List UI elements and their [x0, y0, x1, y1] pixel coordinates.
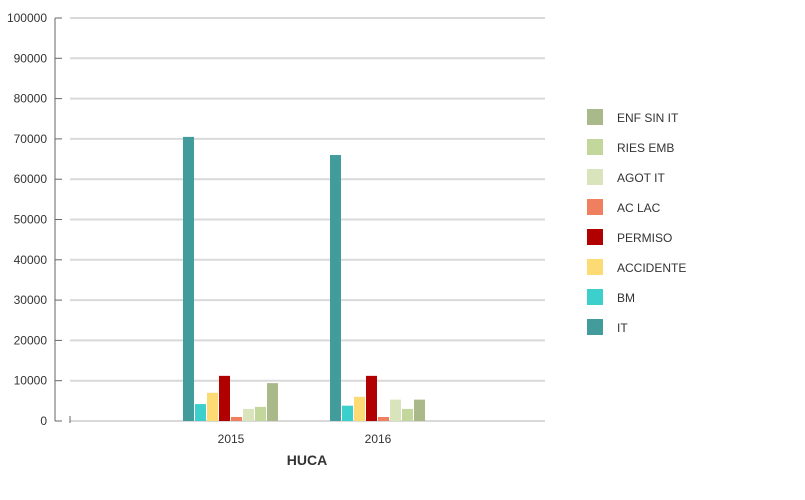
y-tick-label: 0: [40, 414, 47, 428]
legend-label: BM: [617, 291, 635, 305]
y-tick-label: 80000: [14, 92, 48, 106]
bar-it-2015: [183, 136, 194, 421]
legend-swatch: [587, 319, 603, 335]
legend-swatch: [587, 229, 603, 245]
y-tick-label: 40000: [14, 253, 48, 267]
bar-ries-emb-2016: [402, 408, 413, 421]
y-tick-label: 90000: [14, 51, 48, 65]
x-tick-label: 2015: [218, 432, 245, 446]
bar-ac-lac-2016: [378, 416, 389, 421]
legend-swatch: [587, 109, 603, 125]
y-tick-label: 10000: [14, 374, 48, 388]
bar-agot-it-2016: [390, 399, 401, 421]
legend-swatch: [587, 169, 603, 185]
legend-label: AC LAC: [617, 201, 661, 215]
bar-enf-sin-it-2016: [414, 399, 425, 421]
legend-swatch: [587, 259, 603, 275]
bar-it-2016: [330, 155, 341, 421]
bar-agot-it-2015: [243, 408, 254, 421]
y-tick-label: 70000: [14, 132, 48, 146]
legend-label: IT: [617, 321, 628, 335]
y-tick-label: 100000: [7, 11, 47, 25]
legend-label: RIES EMB: [617, 141, 674, 155]
x-axis-title: HUCA: [287, 452, 327, 468]
x-tick-label: 2016: [365, 432, 392, 446]
bar-accidente-2016: [354, 396, 365, 421]
bar-ries-emb-2015: [255, 406, 266, 421]
bar-permiso-2016: [366, 375, 377, 421]
bar-accidente-2015: [207, 392, 218, 421]
legend-label: ACCIDENTE: [617, 261, 686, 275]
y-tick-label: 50000: [14, 213, 48, 227]
bar-enf-sin-it-2015: [267, 383, 278, 421]
legend-label: AGOT IT: [617, 171, 665, 185]
bar-bm-2015: [195, 404, 206, 421]
bar-ac-lac-2015: [231, 416, 242, 421]
y-tick-label: 60000: [14, 172, 48, 186]
y-tick-label: 30000: [14, 293, 48, 307]
legend-swatch: [587, 289, 603, 305]
legend-swatch: [587, 139, 603, 155]
y-tick-label: 20000: [14, 333, 48, 347]
legend-swatch: [587, 199, 603, 215]
bar-bm-2016: [342, 405, 353, 421]
legend-label: PERMISO: [617, 231, 672, 245]
legend-label: ENF SIN IT: [617, 111, 679, 125]
bar-permiso-2015: [219, 375, 230, 421]
